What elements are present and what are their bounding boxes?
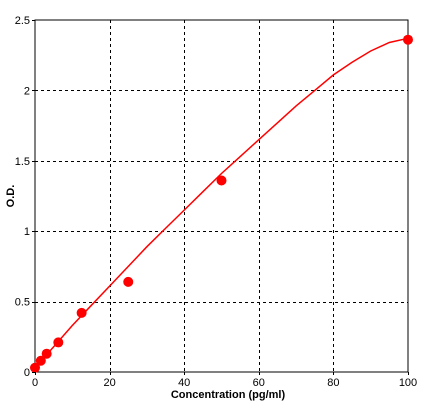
y-axis-ticks: 0 0.5 1 1.5 2 2.5 [15,15,35,379]
y-tick-label: 2.5 [15,15,30,27]
data-point [41,348,52,359]
y-tick-label: 1 [24,226,30,238]
data-point [53,337,64,348]
fitted-curve-line [34,37,409,369]
y-tick-label: 0.5 [15,297,30,309]
x-tick-label: 20 [103,377,115,389]
y-tick-label: 0 [24,367,30,379]
data-point [35,355,46,366]
data-point [123,276,134,287]
x-tick-label: 80 [327,377,339,389]
y-tick-label: 1.5 [15,156,30,168]
x-axis-ticks: 0 20 40 60 80 100 [32,372,417,389]
grid-layer [35,20,408,372]
data-point [76,307,87,318]
data-point [403,34,413,45]
x-tick-label: 60 [253,377,265,389]
curve-layer [34,37,409,369]
plot-area-frame [34,19,409,373]
data-point [30,362,40,373]
x-tick-label: 40 [178,377,190,389]
x-tick-label: 100 [399,377,417,389]
y-tick-label: 2 [24,85,30,97]
x-tick-label: 0 [32,377,38,389]
point-layer [30,34,413,373]
data-point [216,175,227,186]
y-axis-title: O.D. [5,185,17,208]
x-axis-title: Concentration (pg/ml) [171,389,286,401]
